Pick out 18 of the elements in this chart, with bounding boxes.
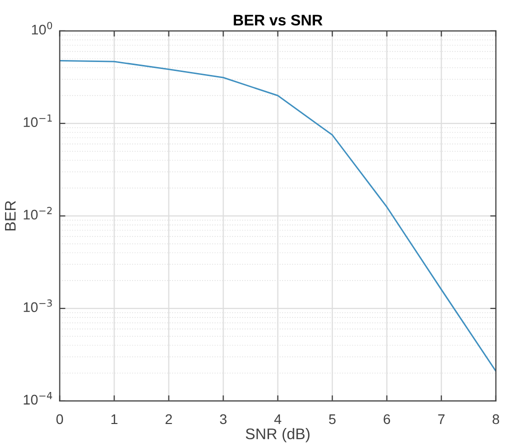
x-tick-label: 5 <box>329 414 336 424</box>
x-tick-label: 2 <box>166 414 172 424</box>
x-tick-label: 1 <box>111 414 118 424</box>
y-tick-label: 10$^{−3}$ <box>24 299 52 312</box>
x-axis-title: SNR (dB) <box>246 428 310 442</box>
y-tick-label: 10$^{0}$ <box>32 22 52 35</box>
chart-title: BER vs SNR <box>234 14 322 26</box>
x-tick-label: 6 <box>384 414 390 424</box>
x-tick-label: 7 <box>438 414 445 424</box>
y-axis-title: BER <box>5 200 16 230</box>
y-tick-label: 10$^{−2}$ <box>24 206 52 220</box>
x-tick-label: 4 <box>274 414 282 424</box>
y-tick-label: 10$^{−1}$ <box>24 114 52 128</box>
x-tick-label: 8 <box>492 414 500 424</box>
x-tick-label: 3 <box>220 414 227 424</box>
x-tick-label: 0 <box>56 414 64 424</box>
line-series <box>60 60 496 372</box>
y-tick-label: 10$^{−4}$ <box>24 392 52 405</box>
